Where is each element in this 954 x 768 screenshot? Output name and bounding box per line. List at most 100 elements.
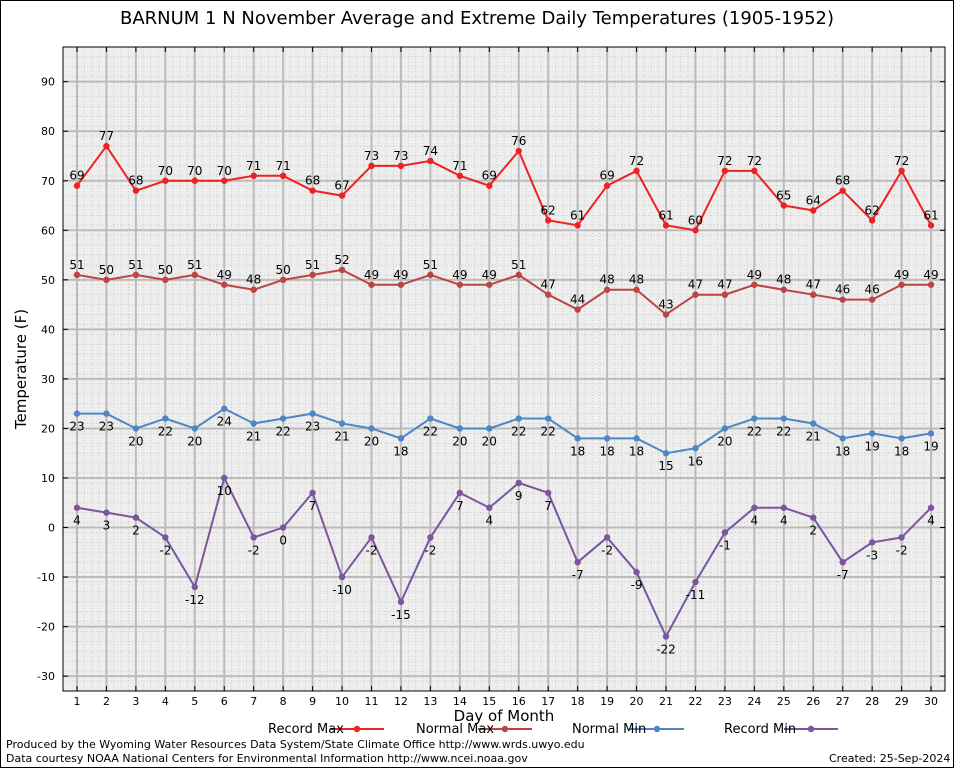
- y-tick-label: 70: [41, 175, 55, 188]
- data-point: [397, 281, 405, 288]
- data-point: [73, 271, 81, 279]
- y-tick-label: -30: [37, 670, 55, 683]
- data-label: 62: [541, 203, 556, 217]
- data-point: [397, 435, 405, 442]
- data-point: [633, 568, 640, 576]
- data-label: 22: [423, 425, 438, 439]
- data-label: 49: [217, 268, 232, 282]
- data-label: 22: [158, 425, 173, 439]
- data-label: 4: [780, 514, 788, 528]
- data-point: [456, 172, 464, 179]
- data-point: [692, 578, 699, 586]
- data-label: 47: [688, 278, 703, 292]
- data-label: 72: [894, 154, 909, 168]
- data-point: [221, 281, 228, 288]
- data-label: 3: [103, 519, 111, 533]
- series-record-max: 69 77 68 70 70 70 71 71 68 67 73 73 74 71 69 76 62 61 69 72…: [69, 129, 939, 234]
- data-point: [338, 420, 346, 427]
- data-point: [927, 281, 935, 288]
- data-point: [132, 187, 140, 194]
- data-label: 47: [717, 278, 732, 292]
- data-point: [898, 534, 905, 541]
- data-point: [662, 222, 670, 229]
- data-label: 69: [599, 169, 614, 183]
- x-tick-label: 28: [865, 695, 879, 708]
- data-point: [250, 172, 257, 179]
- data-label: 68: [128, 174, 143, 188]
- data-point: [751, 504, 758, 511]
- data-point: [810, 291, 817, 298]
- data-label: 72: [717, 154, 732, 168]
- x-tick-label: 8: [280, 695, 287, 708]
- data-label: 4: [73, 514, 81, 528]
- data-point: [545, 415, 552, 422]
- data-label: 47: [806, 278, 821, 292]
- y-tick-label: 50: [41, 274, 55, 287]
- series-line: [76, 475, 932, 639]
- data-label: 0: [279, 534, 287, 548]
- x-tick-label: 19: [600, 695, 614, 708]
- data-label: 51: [511, 258, 526, 272]
- data-label: 19: [923, 439, 938, 453]
- data-point: [103, 142, 110, 150]
- legend-marker: [353, 725, 361, 733]
- data-point: [397, 162, 405, 170]
- x-tick-label: 12: [394, 695, 408, 708]
- data-label: 50: [158, 263, 173, 277]
- data-point: [309, 489, 316, 497]
- data-label: 7: [456, 499, 464, 513]
- data-point: [515, 147, 522, 155]
- data-point: [397, 598, 405, 606]
- data-point: [839, 559, 846, 566]
- data-label: -1: [719, 538, 731, 552]
- footer-created: Created: 25-Sep-2024: [829, 752, 951, 765]
- data-point: [721, 291, 729, 298]
- data-point: [898, 167, 905, 175]
- data-label: 20: [482, 434, 497, 448]
- data-point: [486, 182, 493, 189]
- legend-normal-min: Normal Min: [572, 722, 646, 737]
- data-label: 7: [309, 499, 317, 513]
- data-label: 49: [894, 268, 909, 282]
- data-label: 49: [747, 268, 762, 282]
- data-label: 18: [629, 444, 644, 458]
- data-label: 52: [334, 253, 349, 267]
- legend-label: Normal Min: [572, 722, 647, 737]
- data-point: [486, 425, 493, 432]
- data-point: [309, 187, 316, 194]
- legend-label: Normal Max: [416, 722, 495, 737]
- data-point: [810, 514, 817, 521]
- x-tick-label: 20: [630, 695, 644, 708]
- legend-label: Record Max: [268, 722, 344, 737]
- data-point: [191, 425, 198, 432]
- data-label: -7: [572, 568, 584, 582]
- x-tick-label: 18: [571, 695, 585, 708]
- plot-border: [62, 46, 946, 692]
- data-label: -15: [391, 608, 411, 622]
- data-label: 72: [629, 154, 644, 168]
- data-label: 61: [570, 208, 585, 222]
- data-label: 61: [658, 208, 673, 222]
- x-tick-label: 3: [132, 695, 139, 708]
- data-point: [662, 311, 670, 318]
- data-point: [868, 539, 876, 546]
- data-point: [545, 489, 552, 497]
- data-label: -7: [837, 568, 849, 582]
- data-label: 51: [305, 258, 320, 272]
- data-label: 20: [717, 434, 732, 448]
- data-point: [898, 281, 905, 288]
- data-label: 18: [393, 444, 408, 458]
- data-point: [633, 167, 640, 175]
- data-label: 51: [128, 258, 143, 272]
- data-label: 71: [276, 159, 291, 173]
- series-line: [76, 268, 932, 316]
- data-point: [898, 435, 905, 442]
- data-label: -2: [366, 543, 378, 557]
- data-point: [250, 286, 257, 293]
- x-axis-label: Day of Month: [454, 707, 555, 725]
- legend-marker: [807, 725, 815, 733]
- data-label: 62: [865, 203, 880, 217]
- y-tick-label: 20: [41, 422, 55, 435]
- data-point: [545, 217, 552, 224]
- series-record-min: 4 3 2-2-1210-207-10-2-15-27497-7-2-9-22-11…: [73, 474, 935, 657]
